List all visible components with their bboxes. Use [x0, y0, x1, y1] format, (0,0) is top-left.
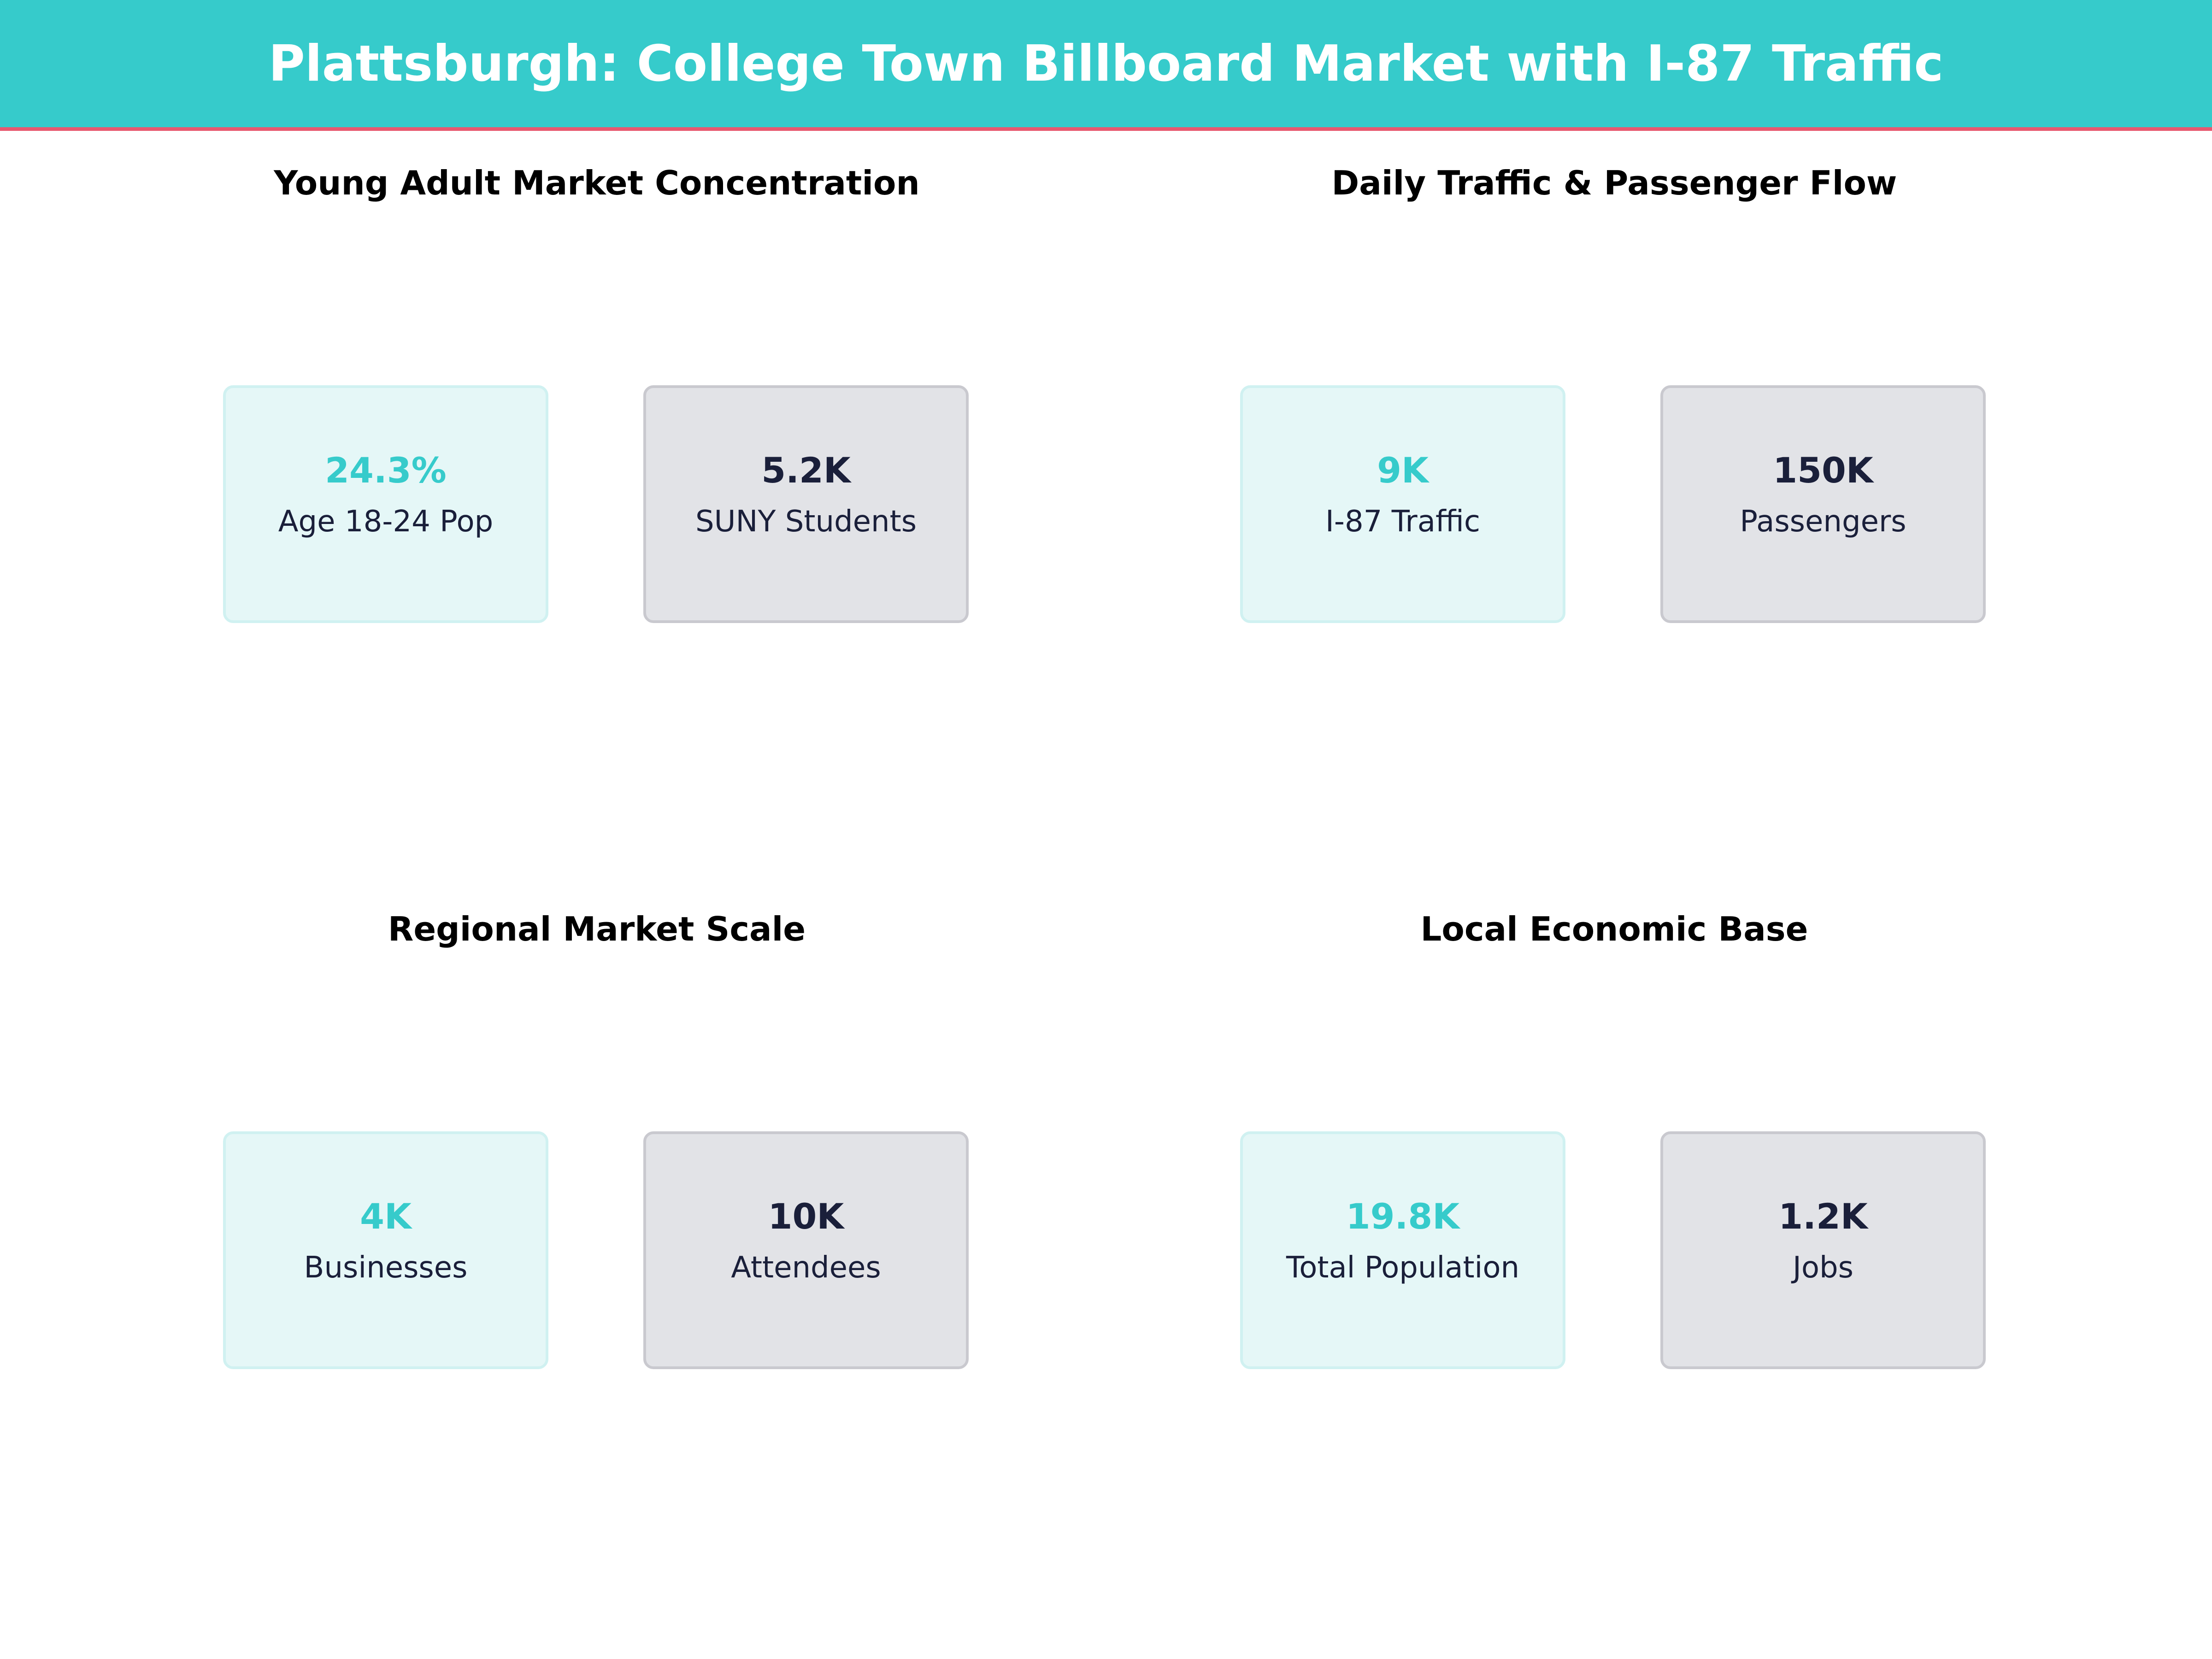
header-banner: Plattsburgh: College Town Billboard Mark…	[0, 0, 2212, 131]
metric-card-suny-students: 5.2K SUNY Students	[643, 385, 969, 623]
metric-value: 24.3%	[325, 450, 447, 491]
metric-value: 4K	[360, 1196, 412, 1237]
metric-label: I-87 Traffic	[1325, 505, 1481, 539]
metric-label: Passengers	[1740, 505, 1906, 539]
section-title-local-economic: Local Economic Base	[1420, 910, 1808, 948]
metric-card-passengers: 150K Passengers	[1660, 385, 1986, 623]
metric-card-i87-traffic: 9K I-87 Traffic	[1240, 385, 1565, 623]
metric-label: Attendees	[731, 1251, 881, 1285]
metric-label: SUNY Students	[695, 505, 917, 539]
section-title-young-adult: Young Adult Market Concentration	[274, 164, 920, 202]
section-title-daily-traffic: Daily Traffic & Passenger Flow	[1331, 164, 1897, 202]
metric-value: 150K	[1773, 450, 1873, 491]
metric-card-businesses: 4K Businesses	[223, 1131, 548, 1369]
metric-label: Age 18-24 Pop	[278, 505, 494, 539]
metric-card-age-18-24: 24.3% Age 18-24 Pop	[223, 385, 548, 623]
page-title: Plattsburgh: College Town Billboard Mark…	[268, 35, 1944, 93]
metric-card-total-population: 19.8K Total Population	[1240, 1131, 1565, 1369]
metric-label: Jobs	[1793, 1251, 1853, 1285]
metric-card-jobs: 1.2K Jobs	[1660, 1131, 1986, 1369]
metric-value: 9K	[1377, 450, 1429, 491]
metric-value: 10K	[768, 1196, 844, 1237]
metric-label: Total Population	[1286, 1251, 1520, 1285]
metric-value: 19.8K	[1346, 1196, 1460, 1237]
metric-card-attendees: 10K Attendees	[643, 1131, 969, 1369]
section-title-regional-market: Regional Market Scale	[388, 910, 806, 948]
metric-value: 5.2K	[761, 450, 851, 491]
metric-label: Businesses	[304, 1251, 468, 1285]
metric-value: 1.2K	[1778, 1196, 1868, 1237]
